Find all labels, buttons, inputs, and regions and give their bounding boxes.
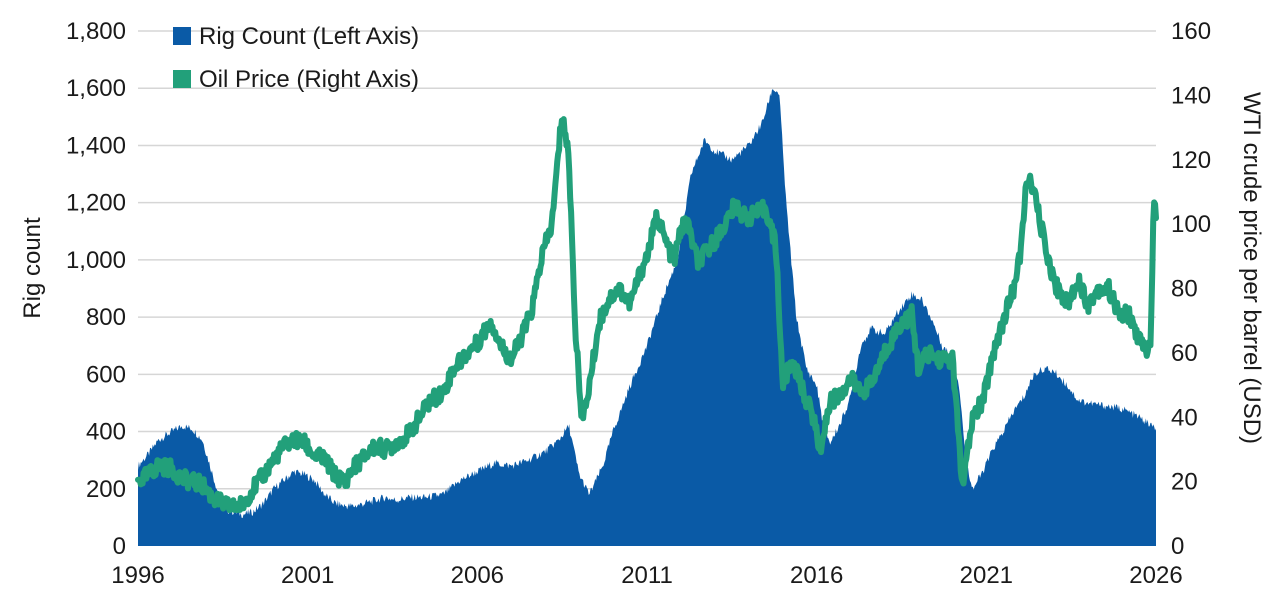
legend-swatch-rig-count xyxy=(173,27,191,45)
left-tick-label: 1,400 xyxy=(66,132,126,159)
oil-price-line xyxy=(135,116,1159,514)
left-tick-label: 1,800 xyxy=(66,18,126,45)
left-axis-title: Rig count xyxy=(19,217,46,319)
left-tick-label: 600 xyxy=(86,361,126,388)
right-tick-label: 140 xyxy=(1171,82,1211,109)
right-tick-label: 0 xyxy=(1171,533,1184,560)
x-tick-label: 2016 xyxy=(790,562,843,589)
left-axis-ticks: 0 200 400 600 800 1,000 1,200 1,400 1,600 1,800 xyxy=(66,18,126,560)
right-axis-title: WTI crude price per barrel (USD) xyxy=(1238,92,1265,444)
x-tick-label: 2021 xyxy=(960,562,1013,589)
left-tick-label: 800 xyxy=(86,304,126,331)
legend-label-rig-count: Rig Count (Left Axis) xyxy=(199,23,419,50)
x-tick-label: 1996 xyxy=(111,562,164,589)
x-tick-label: 2001 xyxy=(281,562,334,589)
x-axis-ticks: 1996 2001 2006 2011 2016 2021 2026 xyxy=(111,562,1182,589)
legend-swatch-oil-price xyxy=(173,70,191,88)
oil-price-line-layer xyxy=(135,116,1159,514)
right-tick-label: 60 xyxy=(1171,340,1198,367)
legend-item-rig-count: Rig Count (Left Axis) xyxy=(173,23,419,50)
legend-label-oil-price: Oil Price (Right Axis) xyxy=(199,66,419,93)
rig-count-area-layer xyxy=(138,89,1156,546)
left-tick-label: 1,000 xyxy=(66,247,126,274)
legend: Rig Count (Left Axis) Oil Price (Right A… xyxy=(173,23,419,93)
right-tick-label: 160 xyxy=(1171,18,1211,45)
x-tick-label: 2026 xyxy=(1129,562,1182,589)
left-tick-label: 1,200 xyxy=(66,190,126,217)
left-tick-label: 0 xyxy=(113,533,126,560)
x-tick-label: 2011 xyxy=(621,562,673,589)
left-tick-label: 400 xyxy=(86,419,126,446)
right-tick-label: 120 xyxy=(1171,147,1211,174)
right-tick-label: 20 xyxy=(1171,469,1198,496)
left-tick-label: 200 xyxy=(86,476,126,503)
rig-count-area xyxy=(138,89,1156,546)
legend-item-oil-price: Oil Price (Right Axis) xyxy=(173,66,419,93)
x-tick-label: 2006 xyxy=(451,562,504,589)
right-axis-ticks: 0 20 40 60 80 100 120 140 160 xyxy=(1171,18,1211,560)
right-tick-label: 80 xyxy=(1171,276,1198,303)
right-tick-label: 100 xyxy=(1171,211,1211,238)
left-tick-label: 1,600 xyxy=(66,75,126,102)
right-tick-label: 40 xyxy=(1171,404,1198,431)
